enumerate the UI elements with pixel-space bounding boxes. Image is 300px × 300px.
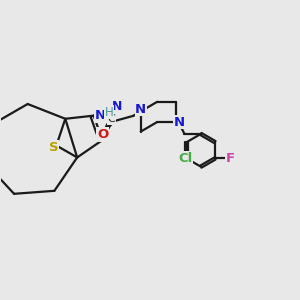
Text: C: C — [107, 114, 115, 124]
Text: N: N — [135, 103, 146, 116]
Text: F: F — [226, 152, 235, 165]
Text: N: N — [174, 116, 185, 129]
Text: S: S — [49, 140, 59, 154]
Text: H: H — [105, 106, 113, 119]
Text: N: N — [95, 109, 106, 122]
Text: N: N — [112, 100, 122, 112]
Text: Cl: Cl — [178, 152, 192, 165]
Text: O: O — [97, 128, 108, 141]
